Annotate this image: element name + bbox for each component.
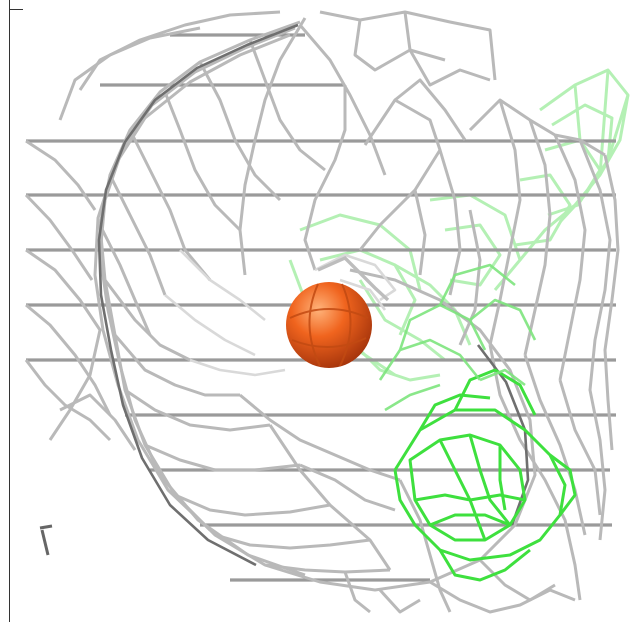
viewer-frame-border-left	[9, 0, 10, 622]
mesh-cage-outline	[24, 10, 620, 614]
green-mesh-mid	[378, 263, 537, 412]
viewer-frame-border-top	[9, 9, 23, 10]
green-mesh-bright	[393, 368, 577, 582]
orange-sphere	[286, 255, 390, 368]
mesh-inner-pocket	[164, 249, 397, 377]
axis-indicator-icon	[39, 524, 53, 556]
